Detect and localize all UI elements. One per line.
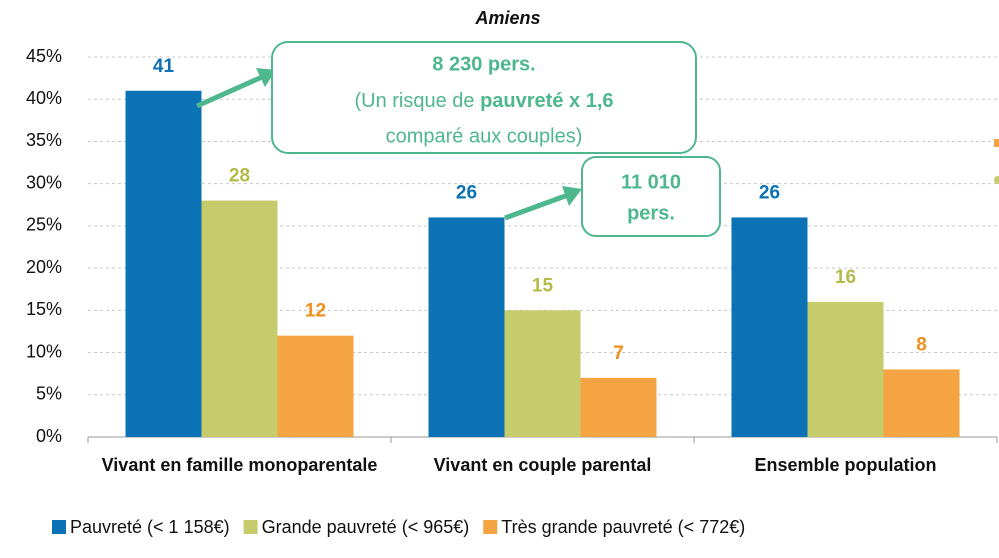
y-tick-label: 15% bbox=[26, 299, 62, 319]
chart-title: Amiens bbox=[474, 8, 540, 28]
value-label: 26 bbox=[456, 182, 477, 203]
value-label: 16 bbox=[835, 267, 856, 288]
arrow bbox=[195, 74, 264, 109]
legend-swatch bbox=[483, 520, 498, 534]
y-tick-label: 30% bbox=[26, 172, 62, 192]
value-label: 15 bbox=[532, 275, 554, 296]
callout-text: pers. bbox=[627, 202, 675, 224]
callout-text: pauvreté x 1,6 bbox=[480, 90, 613, 112]
arrow bbox=[504, 192, 569, 221]
bar bbox=[731, 217, 808, 437]
annotations: 8 230 pers. (Un risque de pauvreté x 1,6… bbox=[195, 41, 999, 237]
value-label: 28 bbox=[229, 166, 250, 187]
bar bbox=[807, 301, 884, 437]
callout-text: 8 230 pers. bbox=[432, 53, 535, 75]
callout-text: (Un risque de pauvreté x 1,6 bbox=[354, 90, 613, 112]
bar bbox=[428, 217, 505, 437]
y-tick-label: 0% bbox=[36, 426, 62, 446]
callout-box bbox=[581, 156, 721, 237]
y-tick-label: 20% bbox=[26, 257, 62, 277]
y-tick-label: 40% bbox=[26, 88, 62, 108]
legend-swatch bbox=[52, 520, 66, 534]
arrow-head bbox=[562, 186, 582, 206]
y-tick-label: 35% bbox=[26, 130, 62, 150]
bar bbox=[125, 90, 202, 438]
callout-box bbox=[271, 41, 697, 154]
legend-label: Grande pauvreté (< 965€) bbox=[262, 517, 470, 537]
x-tick-label: Vivant en famille monoparentale bbox=[101, 455, 378, 475]
x-tick-label: Ensemble population bbox=[754, 455, 937, 475]
value-label: 26 bbox=[759, 182, 780, 203]
callout-text: comparé aux couples) bbox=[386, 125, 583, 147]
value-label: 8 bbox=[916, 334, 927, 355]
cropped-marker bbox=[994, 139, 999, 147]
bar bbox=[277, 335, 354, 437]
callout-text: 11 010 bbox=[621, 171, 681, 193]
y-tick-label: 45% bbox=[26, 46, 62, 66]
bar bbox=[504, 310, 581, 437]
value-label: 12 bbox=[305, 301, 326, 322]
y-tick-label: 25% bbox=[26, 215, 62, 235]
bar bbox=[201, 200, 278, 437]
value-label: 41 bbox=[153, 56, 175, 77]
callout-text: (Un risque de bbox=[354, 90, 480, 112]
legend-label: Pauvreté (< 1 158€) bbox=[70, 517, 230, 537]
legend: Pauvreté (< 1 158€) Grande pauvreté (< 96… bbox=[52, 517, 745, 537]
y-tick-label: 10% bbox=[26, 341, 62, 361]
y-tick-label: 5% bbox=[36, 384, 62, 404]
legend-swatch bbox=[243, 520, 258, 534]
legend-label: Très grande pauvreté (< 772€) bbox=[501, 517, 745, 537]
x-tick-label: Vivant en couple parental bbox=[433, 455, 652, 475]
bar bbox=[883, 369, 960, 437]
bar bbox=[580, 377, 657, 437]
value-label: 7 bbox=[613, 343, 624, 364]
cropped-marker bbox=[994, 176, 999, 184]
